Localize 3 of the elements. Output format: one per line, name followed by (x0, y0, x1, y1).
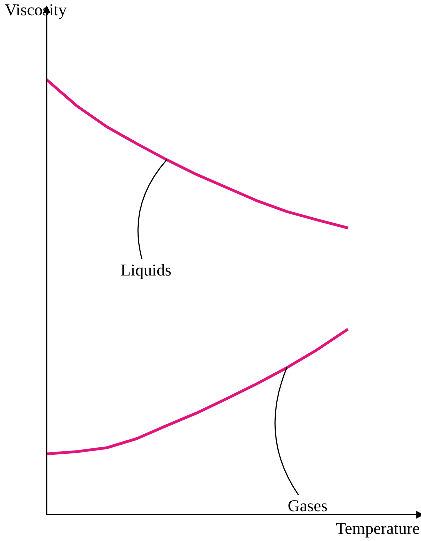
text: Liquids (121, 264, 172, 280)
x-axis-title: Temperature (336, 523, 420, 538)
text: Gases (288, 500, 328, 512)
